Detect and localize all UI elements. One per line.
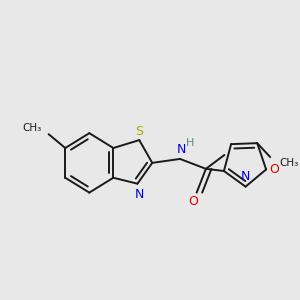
Text: H: H: [186, 138, 194, 148]
Text: O: O: [269, 163, 279, 176]
Text: N: N: [135, 188, 144, 201]
Text: S: S: [135, 125, 143, 138]
Text: O: O: [188, 195, 198, 208]
Text: N: N: [241, 170, 250, 183]
Text: CH₃: CH₃: [279, 158, 299, 168]
Text: N: N: [177, 142, 187, 155]
Text: CH₃: CH₃: [22, 123, 41, 133]
